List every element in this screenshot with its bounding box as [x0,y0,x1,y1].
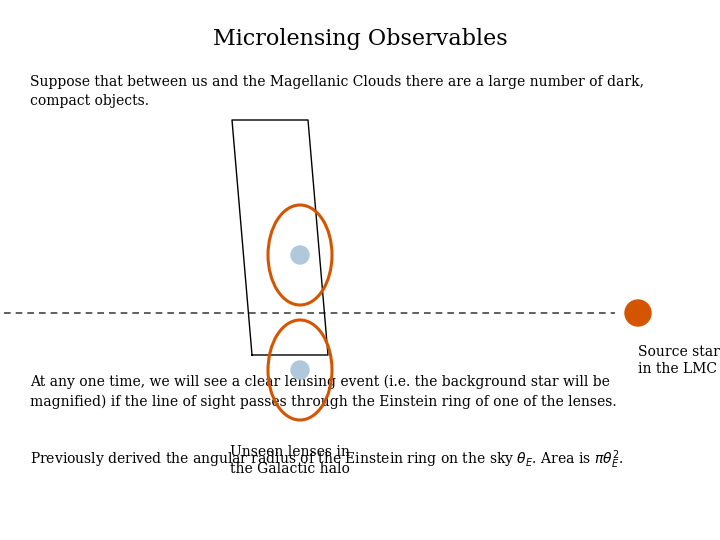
Text: Microlensing Observables: Microlensing Observables [212,28,508,50]
Text: Previously derived the angular radius of the Einstein ring on the sky $\theta_E$: Previously derived the angular radius of… [30,448,624,470]
Circle shape [291,246,309,264]
Text: Source stars
in the LMC: Source stars in the LMC [638,345,720,376]
Text: Unseen lenses in
the Galactic halo: Unseen lenses in the Galactic halo [230,445,350,476]
Text: At any one time, we will see a clear lensing event (i.e. the background star wil: At any one time, we will see a clear len… [30,375,616,409]
Circle shape [291,361,309,379]
Circle shape [625,300,651,326]
Text: Suppose that between us and the Magellanic Clouds there are a large number of da: Suppose that between us and the Magellan… [30,75,644,109]
